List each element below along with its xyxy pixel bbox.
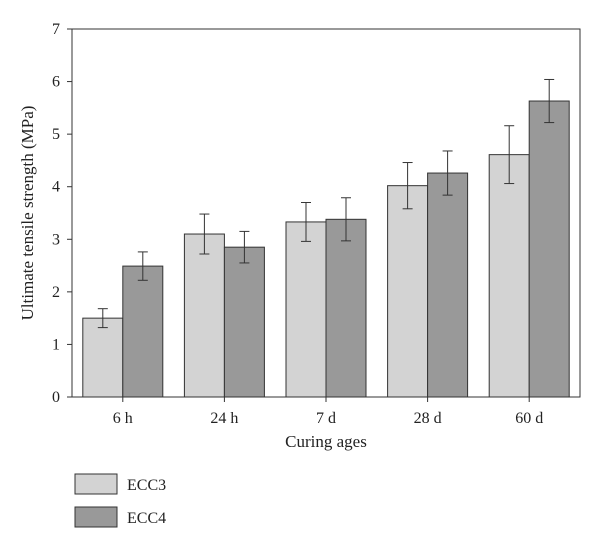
bar-ecc3-60d [488,154,530,398]
y-axis-ticks: 0 1 2 3 4 5 6 7 [52,21,72,406]
x-tick-label: 6 h [113,410,133,427]
legend-swatch-ecc4 [74,506,118,528]
y-tick-label: 6 [52,74,60,91]
y-tick-label: 1 [52,336,60,353]
y-tick-label: 0 [52,389,60,406]
x-tick-label: 7 d [316,410,336,427]
y-tick-label: 5 [52,126,60,143]
legend-swatch-ecc3 [74,473,118,495]
bars-layer [82,100,570,398]
x-axis-title: Curing ages [285,432,367,451]
bar-ecc4-28d [427,172,469,398]
bar-ecc4-7d [325,218,367,398]
x-tick-label: 28 d [414,410,442,427]
error-bars-layer [97,78,555,329]
x-tick-label: 24 h [210,410,238,427]
bar-ecc4-24h [223,246,265,398]
bar-ecc3-24h [183,233,225,398]
y-tick-label: 4 [52,179,60,196]
legend-label-ecc3: ECC3 [127,477,166,494]
bar-ecc4-6h [122,265,164,398]
bar-ecc3-28d [387,185,429,398]
bar-ecc3-7d [285,221,327,398]
x-axis-ticks: 6 h 24 h 7 d 28 d 60 d [113,397,543,427]
y-tick-label: 7 [52,21,60,38]
x-tick-label: 60 d [515,410,543,427]
bar-ecc3-6h [82,317,124,398]
y-axis-title: Ultimate tensile strength (MPa) [18,106,37,321]
legend-label-ecc4: ECC4 [127,510,166,527]
legend: ECC3 ECC4 [74,473,166,528]
y-tick-label: 3 [52,231,60,248]
y-tick-label: 2 [52,284,60,301]
bar-ecc4-60d [528,100,570,398]
